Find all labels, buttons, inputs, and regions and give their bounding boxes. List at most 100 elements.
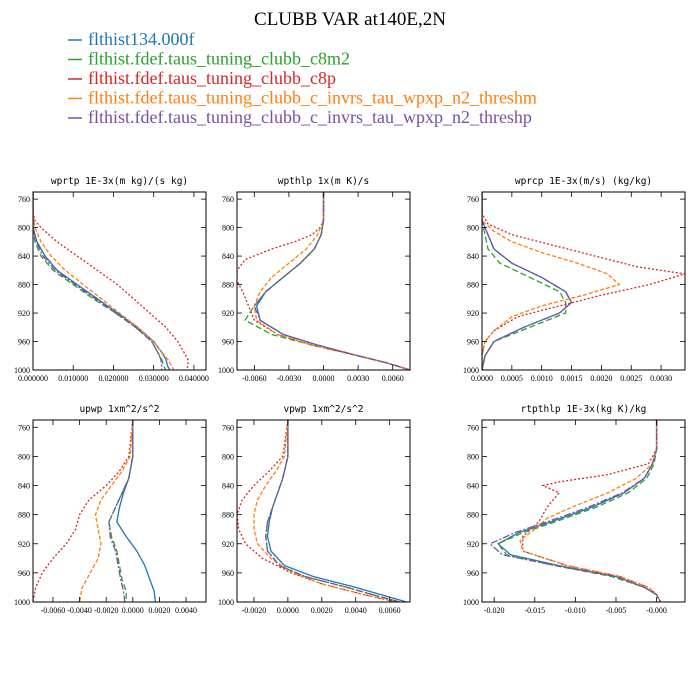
ytick-label-2-3: 880: [467, 281, 479, 290]
xtick-label-3-4: 0.0020: [148, 606, 170, 615]
ytick-label-2-6: 1000: [463, 366, 479, 375]
legend-label-2: flthist.fdef.taus_tuning_clubb_c8p: [88, 68, 336, 88]
ytick-label-3-2: 840: [18, 482, 30, 491]
ytick-label-3-4: 920: [18, 540, 30, 549]
ytick-label-1-4: 920: [222, 309, 234, 318]
ytick-label-4-5: 960: [222, 569, 234, 578]
series-line-5-3: [519, 420, 662, 602]
xtick-label-5-0: -0.020: [484, 606, 505, 615]
panel-title-1: wpthlp 1x(m K)/s: [278, 176, 370, 187]
ytick-label-2-0: 760: [467, 195, 479, 204]
xtick-label-2-4: 0.0020: [590, 374, 612, 383]
series-line-4-2: [237, 420, 397, 602]
series-line-1-3: [253, 192, 410, 370]
series-line-3-3: [78, 420, 134, 602]
panel-frame-2: [481, 191, 686, 371]
series-line-2-2: [482, 192, 685, 370]
panel-1: wpthlp 1x(m K)/s 760 800 840 880 920 960 1000 -0…: [218, 176, 411, 383]
xtick-label-0-4: 0.040000: [179, 374, 209, 383]
panel-2: wprcp 1E-3x(m/s) (kg/kg) 760 800 840 880 920 9…: [463, 176, 686, 383]
xtick-label-2-5: 0.0025: [620, 374, 642, 383]
xtick-label-1-1: -0.0030: [277, 374, 302, 383]
ytick-label-5-2: 840: [467, 482, 479, 491]
xtick-label-3-3: 0.0000: [122, 606, 144, 615]
xtick-label-2-2: 0.0010: [531, 374, 553, 383]
ytick-label-0-3: 880: [18, 281, 30, 290]
panel-0: wprtp 1E-3x(m kg)/(s kg) 760 800 840 880 920 9…: [14, 176, 209, 383]
ytick-label-4-6: 1000: [218, 598, 234, 607]
panel-title-2: wprcp 1E-3x(m/s) (kg/kg): [515, 176, 652, 187]
xtick-label-0-1: 0.010000: [58, 374, 88, 383]
series-line-5-2: [521, 420, 662, 602]
series-line-2-3: [482, 192, 621, 370]
panel-frame-5: [481, 419, 686, 603]
xtick-label-1-4: 0.0060: [382, 374, 404, 383]
series-line-3-1: [108, 420, 134, 602]
xtick-label-2-0: 0.0000: [471, 374, 493, 383]
xtick-label-0-0: 0.000000: [18, 374, 48, 383]
xtick-label-4-2: 0.0020: [311, 606, 333, 615]
xtick-label-4-4: 0.0060: [379, 606, 401, 615]
panel-4: vpwp 1xm^2/s^2 760 800 840 880 920 960 1000 -0.0…: [218, 404, 411, 615]
xtick-label-0-2: 0.020000: [98, 374, 128, 383]
ytick-label-2-1: 800: [467, 224, 479, 233]
ytick-label-3-6: 1000: [14, 598, 30, 607]
series-line-2-0: [482, 192, 573, 370]
panel-5: rtpthlp 1E-3x(kg K)/kg 760 800 840 880 920 960…: [463, 404, 686, 615]
ytick-label-4-1: 800: [222, 452, 234, 461]
ytick-label-0-5: 960: [18, 338, 30, 347]
panel-frame-3: [32, 419, 207, 603]
ytick-label-2-4: 920: [467, 309, 479, 318]
series-line-0-0: [33, 192, 171, 370]
xtick-label-1-0: -0.0060: [242, 374, 267, 383]
ytick-label-4-2: 840: [222, 482, 234, 491]
ytick-label-5-4: 920: [467, 540, 479, 549]
ytick-label-5-6: 1000: [463, 598, 479, 607]
xtick-label-2-1: 0.0005: [501, 374, 523, 383]
ytick-label-5-1: 800: [467, 452, 479, 461]
xtick-label-1-3: 0.0030: [347, 374, 369, 383]
xtick-label-5-4: -0.000: [646, 606, 667, 615]
legend-label-0: flthist134.000f: [88, 29, 195, 49]
panels: wprtp 1E-3x(m kg)/(s kg) 760 800 840 880 920 9…: [14, 176, 686, 615]
xtick-label-5-1: -0.015: [524, 606, 545, 615]
ytick-label-4-4: 920: [222, 540, 234, 549]
legend-label-1: flthist.fdef.taus_tuning_clubb_c8m2: [88, 49, 350, 69]
ytick-label-5-3: 880: [467, 511, 479, 520]
ytick-label-1-5: 960: [222, 338, 234, 347]
ytick-label-3-0: 760: [18, 423, 30, 432]
ytick-label-0-2: 840: [18, 252, 30, 261]
ytick-label-3-1: 800: [18, 452, 30, 461]
ytick-label-4-3: 880: [222, 511, 234, 520]
ytick-label-2-5: 960: [467, 338, 479, 347]
xtick-label-4-3: 0.0040: [345, 606, 367, 615]
xtick-label-2-6: 0.0030: [650, 374, 672, 383]
ytick-label-4-0: 760: [222, 423, 234, 432]
series-line-3-2: [33, 420, 134, 602]
ytick-label-0-1: 800: [18, 224, 30, 233]
series-line-1-2: [237, 192, 410, 370]
series-line-0-3: [33, 192, 175, 370]
ytick-label-3-3: 880: [18, 511, 30, 520]
figure-title: CLUBB VAR at140E,2N: [254, 9, 446, 30]
xtick-label-3-1: -0.0040: [67, 606, 92, 615]
series-line-5-1: [497, 420, 662, 602]
xtick-label-1-2: 0.0000: [313, 374, 335, 383]
panel-frame-4: [236, 419, 411, 603]
ytick-label-3-5: 960: [18, 569, 30, 578]
series-line-4-3: [253, 420, 397, 602]
series-line-2-1: [482, 192, 567, 370]
ytick-label-0-6: 1000: [14, 366, 30, 375]
panel-title-4: vpwp 1xm^2/s^2: [283, 404, 363, 415]
xtick-label-2-3: 0.0015: [561, 374, 583, 383]
panel-title-3: upwp 1xm^2/s^2: [79, 404, 159, 415]
xtick-label-0-3: 0.030000: [139, 374, 169, 383]
xtick-label-3-0: -0.0060: [41, 606, 66, 615]
xtick-label-5-2: -0.010: [565, 606, 586, 615]
series-line-0-4: [33, 192, 163, 370]
legend-label-3: flthist.fdef.taus_tuning_clubb_c_invrs_t…: [88, 88, 537, 108]
xtick-label-4-0: -0.0020: [242, 606, 267, 615]
xtick-label-5-3: -0.005: [606, 606, 627, 615]
ytick-label-5-0: 760: [467, 423, 479, 432]
